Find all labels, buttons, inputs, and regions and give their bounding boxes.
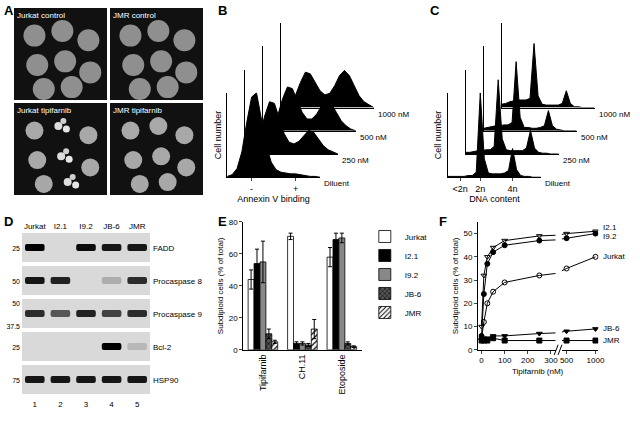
svg-text:0: 0 (468, 346, 473, 355)
svg-text:Procaspase 9: Procaspase 9 (153, 310, 202, 319)
svg-text:300: 300 (544, 356, 558, 365)
svg-text:Annexin V binding: Annexin V binding (237, 194, 310, 204)
svg-text:100: 100 (498, 356, 512, 365)
svg-text:80: 80 (229, 218, 238, 227)
svg-text:500 nM: 500 nM (581, 133, 608, 142)
svg-text:I2.1: I2.1 (405, 252, 419, 261)
svg-text:2n: 2n (475, 184, 485, 194)
svg-text:1000 nM: 1000 nM (378, 110, 409, 119)
svg-text:Etoposide: Etoposide (337, 354, 347, 394)
svg-text:Jurkat tipifarnib: Jurkat tipifarnib (17, 106, 72, 115)
svg-text:B: B (218, 3, 227, 18)
svg-text:Diluent: Diluent (545, 179, 571, 188)
svg-text:Jurkat: Jurkat (405, 233, 428, 242)
svg-text:JMR: JMR (603, 336, 620, 345)
svg-text:30: 30 (464, 276, 473, 285)
svg-text:Cell number: Cell number (213, 111, 223, 160)
svg-text:I9.2: I9.2 (603, 232, 617, 241)
svg-text:1: 1 (33, 400, 38, 409)
svg-text:37.5: 37.5 (6, 323, 20, 330)
svg-text:Procaspase 8: Procaspase 8 (153, 277, 202, 286)
svg-text:40: 40 (464, 253, 473, 262)
svg-text:1000: 1000 (587, 356, 605, 365)
svg-text:JMR: JMR (405, 309, 422, 318)
svg-text:JMR control: JMR control (113, 11, 156, 20)
svg-text:Diluent: Diluent (324, 179, 350, 188)
svg-text:2: 2 (58, 400, 63, 409)
svg-text:500 nM: 500 nM (360, 133, 387, 142)
svg-text:250 nM: 250 nM (342, 156, 369, 165)
svg-text:JB-6: JB-6 (603, 324, 620, 333)
svg-text:5: 5 (135, 400, 140, 409)
svg-text:10: 10 (464, 322, 473, 331)
svg-text:40: 40 (229, 282, 238, 291)
svg-text:I2.1: I2.1 (54, 222, 68, 231)
svg-text:JB-6: JB-6 (405, 290, 422, 299)
svg-text:500: 500 (560, 356, 574, 365)
svg-text:JMR: JMR (129, 222, 146, 231)
svg-text:20: 20 (464, 299, 473, 308)
svg-text:25: 25 (12, 344, 20, 351)
svg-text:F: F (439, 214, 447, 229)
svg-text:0: 0 (479, 356, 484, 365)
svg-text:20: 20 (229, 314, 238, 323)
svg-text:DNA content: DNA content (469, 194, 520, 204)
svg-text:HSP90: HSP90 (153, 376, 179, 385)
svg-text:Tipifarnib (nM): Tipifarnib (nM) (512, 367, 564, 376)
svg-text:50: 50 (12, 278, 20, 285)
svg-text:Jurkat control: Jurkat control (17, 11, 65, 20)
svg-text:3: 3 (84, 400, 89, 409)
svg-text:JB-6: JB-6 (103, 222, 120, 231)
svg-text:200: 200 (521, 356, 535, 365)
svg-text:JMR tipifarnib: JMR tipifarnib (113, 106, 162, 115)
svg-text:I9.2: I9.2 (79, 222, 93, 231)
svg-text:I2.1: I2.1 (603, 223, 617, 232)
svg-text:0: 0 (233, 346, 238, 355)
svg-text:+: + (293, 184, 298, 194)
svg-text:50: 50 (12, 300, 20, 307)
svg-text:250 nM: 250 nM (563, 156, 590, 165)
svg-text:A: A (4, 3, 14, 18)
svg-text:C: C (430, 3, 440, 18)
svg-text:-: - (250, 184, 253, 194)
svg-text:D: D (4, 214, 13, 229)
svg-text:Tipifarnib: Tipifarnib (258, 354, 268, 391)
svg-text:60: 60 (229, 250, 238, 259)
svg-text:Bcl-2: Bcl-2 (153, 343, 172, 352)
svg-text:CH.11: CH.11 (297, 354, 307, 379)
svg-text:FADD: FADD (153, 244, 175, 253)
svg-text:Jurkat: Jurkat (603, 252, 626, 261)
svg-text:Cell number: Cell number (433, 111, 443, 160)
svg-text:Subdiploid cells (% of total): Subdiploid cells (% of total) (451, 237, 460, 334)
svg-text:25: 25 (12, 245, 20, 252)
svg-text:Subdiploid cells (% of total): Subdiploid cells (% of total) (216, 237, 225, 334)
svg-text:Jurkat: Jurkat (24, 222, 47, 231)
svg-text:1000 nM: 1000 nM (599, 110, 630, 119)
svg-text:50: 50 (464, 229, 473, 238)
svg-text:<2n: <2n (452, 184, 467, 194)
svg-text:4: 4 (109, 400, 114, 409)
svg-text:75: 75 (12, 377, 20, 384)
svg-text:E: E (218, 214, 227, 229)
svg-text:I9.2: I9.2 (405, 271, 419, 280)
svg-text:4n: 4n (508, 184, 518, 194)
